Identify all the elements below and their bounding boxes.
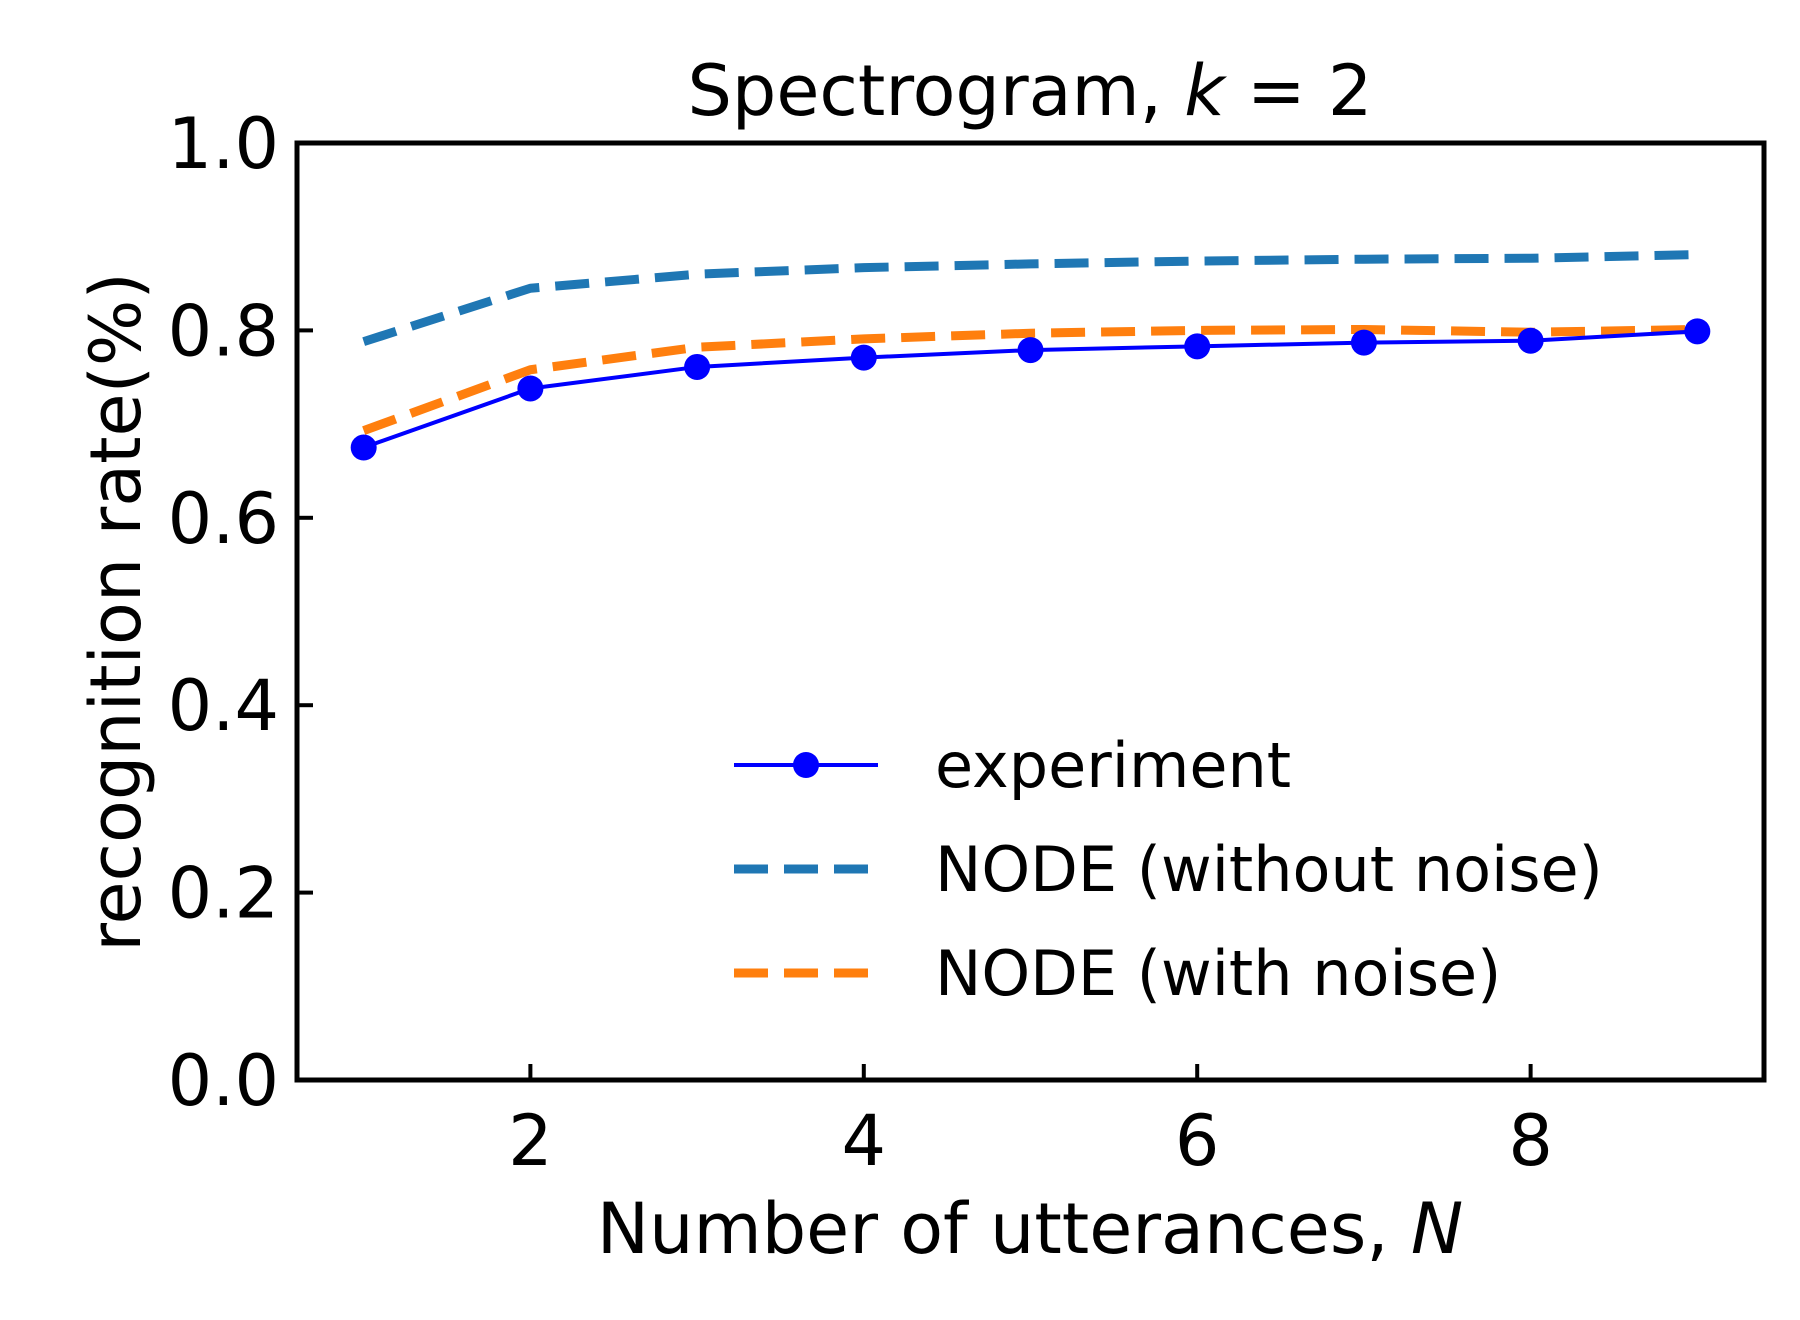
data-point-experiment [850, 344, 877, 371]
y-tick-label: 0.0 [168, 1040, 279, 1122]
series-layer [350, 250, 1711, 461]
data-point-experiment [350, 434, 377, 461]
y-tick-label: 1.0 [168, 103, 279, 185]
legend-label-node-with-noise: NODE (with noise) [935, 937, 1501, 1010]
y-tick-label: 0.8 [168, 290, 279, 372]
data-point-experiment [1517, 327, 1544, 354]
tick-layer: 2 4 6 8 0.0 0.2 0.4 0.6 0.8 1.0 [168, 103, 1553, 1182]
series-line-node-without-noise [362, 250, 1698, 346]
data-point-experiment [684, 353, 711, 380]
legend: experiment NODE (without noise) NODE (with… [734, 729, 1603, 1010]
x-tick-label: 4 [842, 1100, 887, 1182]
data-point-experiment [1017, 337, 1044, 364]
legend-label-node-without-noise: NODE (without noise) [935, 833, 1603, 906]
chart-title: Spectrogram, k = 2 [688, 50, 1373, 132]
y-tick-label: 0.4 [168, 665, 279, 747]
data-point-experiment [1684, 318, 1711, 345]
x-axis-label: Number of utterances, N [597, 1188, 1463, 1270]
data-point-experiment [1184, 333, 1211, 360]
x-tick-label: 6 [1175, 1100, 1220, 1182]
y-axis-label: recognition rate(%) [75, 272, 157, 952]
x-tick-label: 2 [508, 1100, 553, 1182]
series-line-node-with-noise [362, 324, 1698, 435]
legend-marker-experiment [793, 752, 819, 778]
y-tick-label: 0.6 [168, 478, 279, 560]
data-point-experiment [1350, 329, 1377, 356]
plot-frame [294, 140, 1767, 1083]
x-tick-label: 8 [1508, 1100, 1553, 1182]
data-point-experiment [517, 375, 544, 402]
legend-label-experiment: experiment [935, 729, 1291, 802]
y-tick-label: 0.2 [168, 853, 279, 935]
